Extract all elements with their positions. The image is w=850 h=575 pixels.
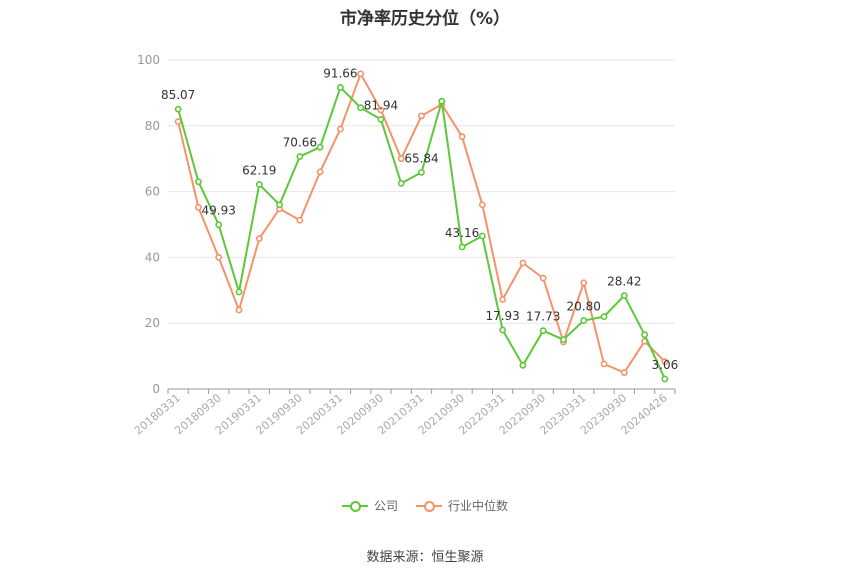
y-tick-label: 80 [145,119,160,133]
data-point [215,221,223,229]
data-point [478,201,486,209]
data-label: 17.73 [526,310,560,324]
data-point [661,375,669,383]
data-point [397,155,405,163]
data-point [174,105,182,113]
data-point [215,253,223,261]
data-point [397,179,405,187]
data-point [600,313,608,321]
y-tick-label: 100 [137,53,160,67]
y-tick-label: 0 [152,382,160,396]
data-label: 3.06 [652,358,679,372]
data-point [641,331,648,339]
legend-company-swatch-icon [341,499,368,513]
data-point [195,178,202,186]
data-point [560,336,567,344]
data-point [661,358,669,366]
data-point [539,274,547,282]
data-label: 43.16 [445,226,479,240]
y-tick-label: 60 [145,185,160,199]
data-point [316,168,324,176]
data-label: 65.84 [404,151,438,165]
data-point [478,232,486,240]
data-point [458,243,466,251]
data-point [377,116,385,123]
data-label: 28.42 [607,274,641,288]
data-point [458,133,466,141]
data-point [438,97,446,105]
data-label: 91.66 [323,66,357,80]
data-point [255,235,263,243]
data-point [377,106,385,114]
source-note: 数据来源：恒生聚源 [366,550,484,565]
data-label: 81.94 [364,98,398,112]
data-point [620,292,628,299]
y-tick-label: 40 [145,250,160,264]
data-label: 85.07 [161,88,195,102]
data-point [580,317,588,324]
data-label: 62.19 [242,163,276,177]
legend-item-industry-median[interactable]: 行业中位数 [416,497,508,514]
data-labels: 85.07 49.93 62.19 70.66 91.66 81.94 65.84 43.16… [161,66,678,371]
data-point [255,180,263,188]
data-point [316,143,324,151]
data-point [519,361,527,369]
data-point [174,118,182,125]
y-tick-label: 20 [145,316,160,330]
data-point [499,296,507,303]
data-point [296,153,304,160]
legend-industry-swatch-icon [416,499,442,513]
data-point [235,306,243,314]
y-axis-ticks: 0 20 40 60 80 100 [137,53,160,396]
chart-title: 市净率历史分位（%） [339,9,511,29]
x-axis-ticks: 2018033120180930201903312019093020200331… [132,391,670,437]
data-point [620,369,628,376]
series-lines [174,70,669,383]
data-point [357,70,365,78]
data-label: 20.80 [567,300,601,314]
series-line [177,86,666,380]
legend-industry-label: 行业中位数 [448,499,509,513]
data-point [580,279,588,287]
legend-item-company[interactable]: 公司 [341,497,398,514]
data-point [418,112,425,120]
data-point [336,125,344,133]
data-point [296,216,304,224]
data-point [235,288,243,296]
data-point [519,259,527,267]
data-point [499,326,507,334]
data-label: 70.66 [283,136,317,150]
data-point [336,84,344,91]
legend-company-label: 公司 [373,499,398,513]
data-point [600,360,608,368]
data-point [539,327,547,335]
data-point [357,104,365,112]
grid-lines [168,59,675,324]
data-point [195,203,202,211]
x-axis [167,388,676,394]
data-label: 17.93 [485,309,519,323]
data-point [418,168,425,176]
data-point [276,201,283,209]
legend: 公司 行业中位数 [0,497,850,514]
data-label: 49.93 [202,204,236,218]
